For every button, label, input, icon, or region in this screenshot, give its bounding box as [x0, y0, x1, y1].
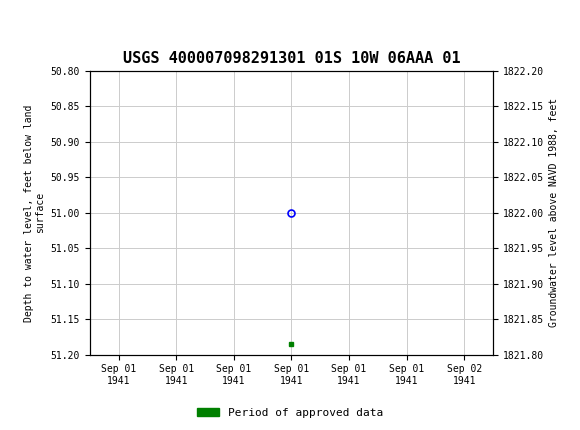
Legend: Period of approved data: Period of approved data	[193, 403, 387, 422]
Y-axis label: Depth to water level, feet below land
surface: Depth to water level, feet below land su…	[24, 104, 45, 322]
Text: USGS: USGS	[36, 12, 91, 29]
Title: USGS 400007098291301 01S 10W 06AAA 01: USGS 400007098291301 01S 10W 06AAA 01	[122, 51, 461, 66]
Y-axis label: Groundwater level above NAVD 1988, feet: Groundwater level above NAVD 1988, feet	[549, 98, 559, 327]
